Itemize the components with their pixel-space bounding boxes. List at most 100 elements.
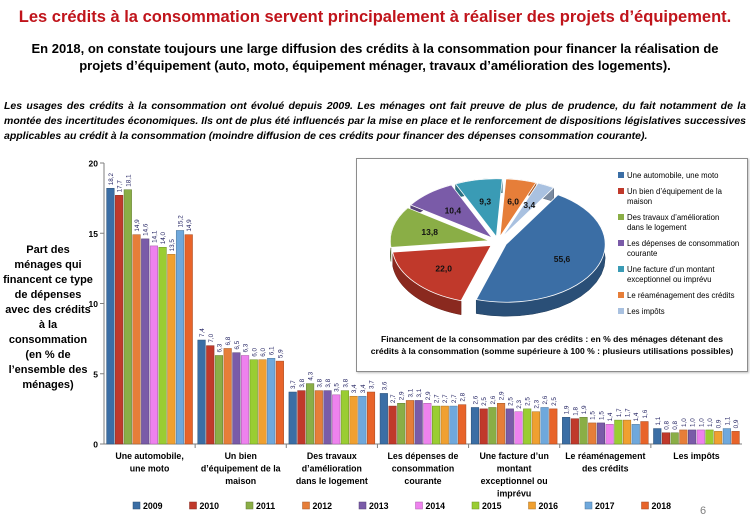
bar-value-label: 2,9 (425, 391, 432, 400)
bar-value-label: 13,5 (169, 239, 176, 252)
bar-value-label: 14,6 (143, 223, 150, 236)
bar-value-label: 1,9 (581, 405, 588, 414)
pie-legend-label: exceptionnel ou imprévu (627, 275, 712, 284)
pie-slice (475, 194, 606, 303)
category-label: dans le logement (296, 476, 368, 486)
bar-value-label: 0,9 (733, 419, 740, 428)
bar (158, 247, 167, 445)
y-tick-label: 5 (93, 369, 98, 379)
page-number: 6 (700, 505, 707, 517)
pie-legend-swatch (618, 214, 624, 220)
pie-value-label: 22,0 (435, 263, 452, 273)
pie-slice (392, 244, 492, 302)
bar-value-label: 1,9 (564, 405, 571, 414)
bar-value-label: 2,6 (490, 395, 497, 404)
legend-swatch (132, 501, 141, 510)
bar-value-label: 1,1 (724, 416, 731, 425)
pie-slice (499, 178, 537, 237)
bar-value-label: 3,8 (316, 378, 323, 387)
bar-value-label: 2,5 (481, 397, 488, 406)
pie-legend-label: Une automobile, une moto (627, 171, 719, 180)
legend-swatch (471, 501, 480, 510)
bar (731, 431, 740, 445)
category-label: Des travaux (307, 451, 357, 461)
pie-chart: 55,6 22,0 13,8 10,4 9,3 6,0 3,4 Une automobile,… (389, 171, 739, 317)
bar-value-label: 15,2 (178, 215, 185, 228)
y-tick-label: 15 (89, 229, 99, 239)
legend-label: 2012 (313, 501, 333, 511)
bar-value-label: 3,5 (334, 383, 341, 392)
bar-chart-ylabel: Part des ménages qui financent ce type d… (3, 244, 93, 391)
pie-legend-label: Les impôts (627, 307, 665, 316)
bar-value-label: 1,0 (681, 418, 688, 427)
category-label: Les impôts (673, 451, 720, 461)
bar (340, 390, 349, 445)
bar (414, 400, 423, 445)
legend-label: 2015 (482, 501, 502, 511)
bar-value-label: 1,0 (698, 418, 705, 427)
bar-value-label: 2,3 (533, 399, 540, 408)
category-label: consommation (392, 464, 455, 474)
bar-value-label: 1,6 (642, 409, 649, 418)
bar-value-label: 0,8 (663, 421, 670, 430)
bar-value-label: 2,8 (460, 392, 467, 401)
bar-value-label: 3,8 (325, 378, 332, 387)
category-label: d’amélioration (302, 464, 362, 474)
bar (258, 359, 267, 445)
bar-value-label: 3,4 (351, 384, 358, 393)
bar-value-label: 2,6 (472, 395, 479, 404)
bar (696, 429, 705, 445)
bar-value-label: 3,7 (369, 380, 376, 389)
bar-value-label: 6,1 (269, 346, 276, 355)
bar-value-label: 3,1 (407, 388, 414, 397)
pie-slice (501, 182, 555, 238)
bar (432, 405, 441, 445)
page-subtitle: En 2018, on constate toujours une large … (31, 41, 719, 73)
bar-value-label: 2,5 (551, 397, 558, 406)
bar (232, 352, 241, 445)
bar-value-label: 3,7 (290, 380, 297, 389)
page-title: Les crédits à la consommation servent pr… (18, 8, 732, 26)
bar-value-label: 6,3 (216, 343, 223, 352)
legend-swatch (245, 501, 254, 510)
legend-label: 2017 (595, 501, 615, 511)
bar-value-label: 1,1 (655, 416, 662, 425)
legend-label: 2013 (369, 501, 389, 511)
pie-legend-label: dans le logement (627, 223, 687, 232)
bar (622, 419, 632, 445)
bar (549, 408, 558, 445)
y-tick-label: 20 (89, 159, 99, 169)
bar (167, 254, 176, 445)
bar-value-label: 3,8 (342, 378, 349, 387)
pie-legend-swatch (618, 240, 624, 246)
bar (358, 395, 367, 445)
category-label: Le réaménagement (565, 451, 645, 461)
bar-value-label: 14,9 (134, 219, 141, 232)
category-label: des crédits (582, 464, 629, 474)
bar (379, 393, 388, 445)
bar-value-label: 3,6 (381, 381, 388, 390)
bar-value-label: 1,4 (633, 412, 640, 421)
bar (314, 390, 323, 445)
pie-value-label: 9,3 (479, 196, 491, 206)
bar (653, 428, 662, 445)
bar (223, 348, 232, 445)
pie-value-label: 3,4 (523, 200, 535, 210)
bar (440, 405, 449, 445)
bar (714, 431, 723, 445)
legend-label: 2018 (652, 501, 672, 511)
legend-swatch (528, 501, 536, 510)
bar-value-label: 6,3 (243, 343, 250, 352)
bar (579, 417, 588, 445)
category-label: une moto (130, 464, 170, 474)
bar (197, 339, 206, 445)
pie-slice (454, 178, 503, 238)
bar (184, 234, 193, 445)
bar (640, 421, 649, 445)
bar-value-label: 1,5 (598, 411, 605, 420)
bar (449, 405, 458, 445)
pie-legend-swatch (618, 292, 624, 298)
bar-value-label: 1,0 (690, 418, 697, 427)
pie-slice (409, 184, 494, 239)
bar (106, 188, 115, 445)
